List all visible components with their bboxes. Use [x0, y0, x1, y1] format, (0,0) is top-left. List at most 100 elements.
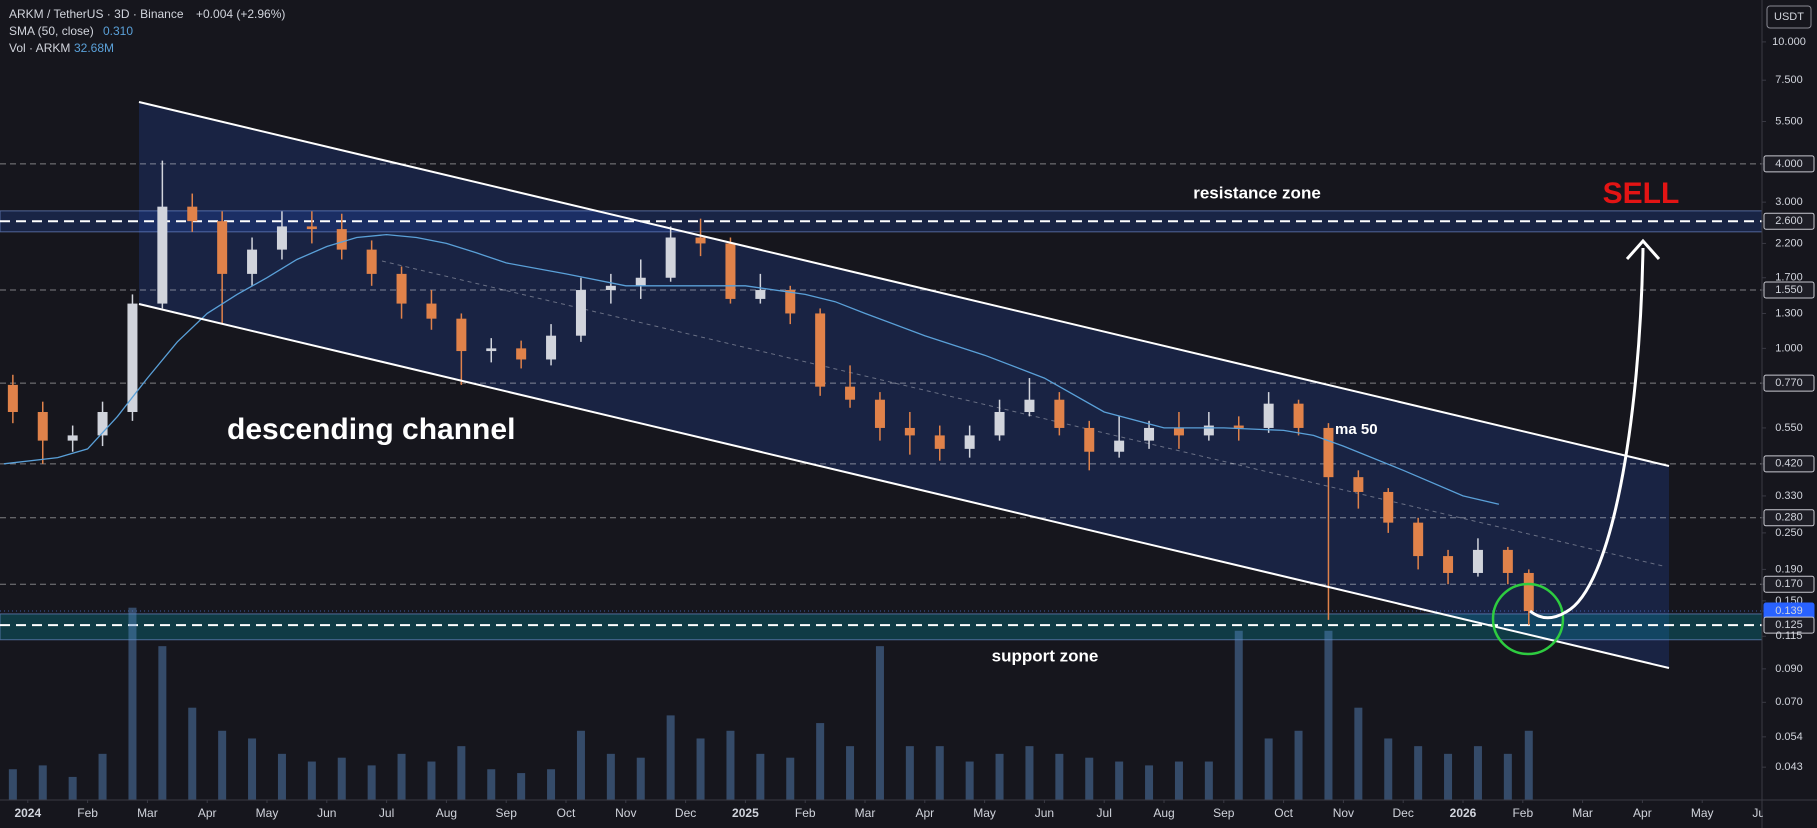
volume-bar: [38, 765, 47, 800]
x-tick-label: Aug: [1153, 806, 1174, 820]
candle-body: [695, 237, 706, 244]
volume-bar: [547, 769, 556, 800]
candle-body: [845, 386, 856, 400]
volume-bar: [786, 757, 795, 800]
volume-bar: [158, 646, 167, 800]
candle-body: [396, 273, 407, 304]
volume-bar: [307, 761, 316, 800]
channel-label: descending channel: [227, 413, 515, 446]
volume-bar: [1085, 757, 1094, 800]
candle-body: [964, 435, 975, 449]
x-tick-label: May: [1691, 806, 1714, 820]
drawings-back: [0, 102, 1763, 668]
x-tick-label: Oct: [1274, 806, 1293, 820]
x-tick-label: 2025: [732, 806, 759, 820]
candle-body: [904, 427, 915, 436]
y-label-box: [1763, 212, 1815, 230]
candle-body: [635, 277, 646, 286]
volume-bar: [1444, 753, 1453, 800]
x-tick-label: Apr: [1633, 806, 1652, 820]
candle-body: [725, 243, 736, 299]
x-tick-label: Mar: [1572, 806, 1593, 820]
y-tick-label: 1.550: [1775, 284, 1803, 296]
currency-label: USDT: [1774, 11, 1804, 23]
volume-bar: [875, 646, 884, 800]
y-label-box: [1763, 155, 1815, 173]
zone-band: [0, 613, 1763, 641]
arrow-head: [1625, 238, 1661, 260]
volume-bar: [1384, 738, 1393, 800]
x-tick-label: Nov: [1333, 806, 1354, 820]
volume-bar: [367, 765, 376, 800]
channel-fill: [139, 102, 1669, 668]
candle-body: [1472, 549, 1483, 573]
x-tick-label: May: [973, 806, 996, 820]
volume-bar: [1145, 765, 1154, 800]
y-tick-label: 0.043: [1775, 761, 1803, 773]
x-tick-label: 2026: [1450, 806, 1477, 820]
x-tick-label: Jul: [379, 806, 394, 820]
x-tick-label: Oct: [557, 806, 576, 820]
x-tick-label: Dec: [675, 806, 696, 820]
candle-body: [1353, 477, 1364, 492]
y-tick-label: 1.000: [1775, 342, 1803, 354]
candle-body: [1173, 427, 1184, 436]
volume-bar: [128, 607, 137, 800]
volume-bar: [1294, 730, 1303, 800]
x-tick-label: 2024: [14, 806, 41, 820]
y-tick-label: 0.770: [1775, 377, 1803, 389]
x-tick-label: Jul: [1097, 806, 1112, 820]
candle-body: [1203, 425, 1214, 436]
y-tick-label: 10.000: [1772, 36, 1806, 48]
y-label-box: [1763, 374, 1815, 392]
volume-bar: [935, 746, 944, 800]
legend: ARKM / TetherUS · 3D · Binance +0.004 (+…: [9, 7, 285, 55]
candle-body: [755, 290, 766, 299]
x-tick-label: May: [256, 806, 279, 820]
y-tick-label: 3.000: [1775, 196, 1803, 208]
volume-bar: [218, 730, 227, 800]
price-change: +0.004 (+2.96%): [196, 7, 285, 21]
candle-body: [486, 348, 497, 352]
candle-body: [1523, 572, 1534, 612]
candle-body: [1383, 491, 1394, 523]
indicator-label: Vol · ARKM: [9, 41, 70, 55]
volume-bar: [666, 715, 675, 800]
channel-upper: [138, 101, 1670, 467]
x-tick-label: Apr: [915, 806, 934, 820]
y-label-box: [1763, 281, 1815, 299]
candle-body: [456, 318, 467, 352]
indicator-value: 32.68M: [74, 41, 114, 55]
volume-bar: [397, 753, 406, 800]
volume-bar: [98, 753, 107, 800]
x-tick-label: Apr: [198, 806, 217, 820]
volume-bar: [1234, 630, 1243, 800]
volume-bar: [1174, 761, 1183, 800]
x-tick-label: Feb: [1512, 806, 1533, 820]
x-tick-label: Jun: [1035, 806, 1054, 820]
y-tick-label: 0.330: [1775, 490, 1803, 502]
volume-bar: [188, 707, 197, 800]
y-tick-label: 0.139: [1775, 605, 1803, 617]
channel-lower: [138, 303, 1670, 669]
candle-body: [934, 435, 945, 449]
y-tick-label: 7.500: [1775, 74, 1803, 86]
y-label-box: [1763, 509, 1815, 527]
symbol-title: ARKM / TetherUS · 3D · Binance: [9, 7, 184, 21]
axis-corner: [1763, 801, 1817, 828]
ma-label: ma 50: [1335, 421, 1378, 438]
y-tick-label: 0.125: [1775, 619, 1803, 631]
indicator-label: SMA (50, close): [9, 24, 94, 38]
candle-body: [1413, 522, 1424, 557]
y-tick-label: 4.000: [1775, 158, 1803, 170]
volume-bar: [1204, 761, 1213, 800]
candle-body: [994, 411, 1005, 436]
volume-bar: [816, 723, 825, 800]
volume-bar: [248, 738, 257, 800]
candle-body: [546, 335, 557, 360]
candle-body: [1443, 556, 1454, 573]
candle-body: [1084, 427, 1095, 452]
